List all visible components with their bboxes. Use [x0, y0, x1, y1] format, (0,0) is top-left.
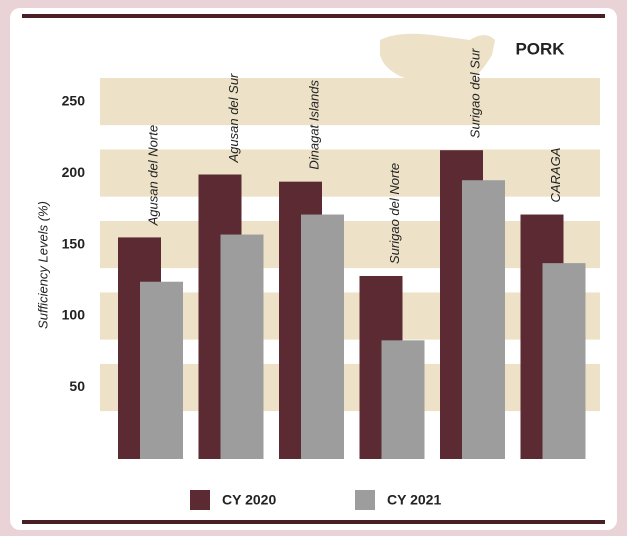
pig-icon	[380, 33, 495, 100]
legend-swatch	[355, 490, 375, 510]
grid-band	[100, 220, 600, 269]
category-label: Agusan del Norte	[145, 125, 160, 226]
legend-label: CY 2021	[387, 492, 441, 508]
y-tick-label: 50	[69, 378, 85, 394]
category-label: CARAGA	[548, 148, 563, 203]
bar	[542, 263, 586, 459]
category-label: Surigao del Norte	[387, 163, 402, 264]
y-tick-label: 250	[62, 92, 86, 108]
category-label: Surigao del Sur	[467, 48, 482, 138]
bar	[140, 281, 183, 459]
category-label: Agusan del Sur	[226, 73, 241, 164]
bar	[381, 340, 425, 459]
grid-band	[100, 363, 600, 412]
y-tick-label: 100	[62, 307, 86, 323]
category-label: Dinagat Islands	[306, 80, 321, 170]
legend-swatch	[190, 490, 210, 510]
grid-band	[100, 292, 600, 340]
grid-band	[100, 149, 600, 197]
bar	[462, 180, 505, 459]
bar	[301, 214, 344, 459]
grid-band	[100, 78, 600, 126]
legend-label: CY 2020	[222, 492, 276, 508]
chart-title: PORK	[515, 39, 565, 58]
y-tick-label: 150	[62, 235, 86, 251]
bar	[220, 234, 264, 459]
y-tick-label: 200	[62, 164, 86, 180]
y-axis-label: Sufficiency Levels (%)	[35, 201, 50, 329]
